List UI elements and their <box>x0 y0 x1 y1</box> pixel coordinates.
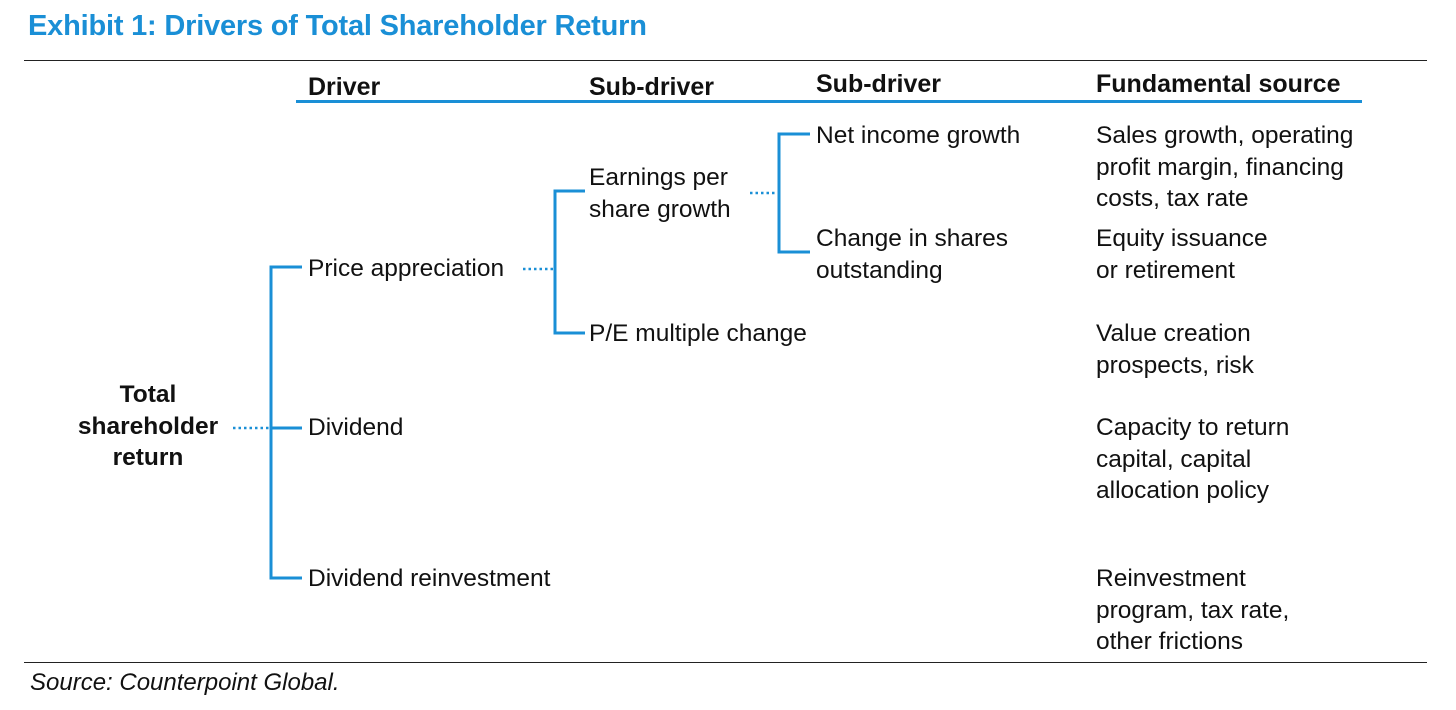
source-line: program, tax rate, <box>1096 596 1290 624</box>
source-note: Source: Counterpoint Global. <box>30 669 340 696</box>
source-line: Sales growth, operating <box>1096 122 1354 149</box>
node-line: return <box>112 444 184 471</box>
node-total-shareholder-return: Total shareholder return <box>63 379 233 474</box>
header-fundamental-source: Fundamental source <box>1096 70 1341 98</box>
node-line: Total <box>119 381 177 408</box>
node-dividend: Dividend <box>308 414 404 441</box>
node-line: Earnings per <box>589 164 728 191</box>
node-dividend-reinvestment: Dividend reinvestment <box>308 565 551 592</box>
top-rule <box>24 60 1427 61</box>
source-line: profit margin, financing <box>1096 153 1344 181</box>
node-net-income-growth: Net income growth <box>816 122 1021 149</box>
node-line: outstanding <box>816 256 943 284</box>
source-line: or retirement <box>1096 256 1235 284</box>
header-driver: Driver <box>308 73 381 101</box>
price-branch-bracket <box>553 189 585 335</box>
root-branch-bracket <box>269 265 302 580</box>
source-line: Value creation <box>1096 320 1251 347</box>
source-line: Equity issuance <box>1096 225 1268 252</box>
source-line: Capacity to return <box>1096 414 1290 441</box>
source-line: Reinvestment <box>1096 565 1246 592</box>
node-line: share growth <box>589 195 731 223</box>
source-pe-change: Value creation prospects, risk <box>1096 318 1254 381</box>
source-shares-change: Equity issuance or retirement <box>1096 223 1268 286</box>
source-dividend-reinvestment: Reinvestment program, tax rate, other fr… <box>1096 563 1289 658</box>
source-line: capital, capital <box>1096 445 1252 473</box>
source-line: prospects, risk <box>1096 351 1254 379</box>
source-line: other frictions <box>1096 628 1244 655</box>
node-price-appreciation: Price appreciation <box>308 255 505 282</box>
header-sub-driver-1: Sub-driver <box>589 73 715 101</box>
node-line: shareholder <box>77 412 219 440</box>
source-net-income-growth: Sales growth, operating profit margin, f… <box>1096 120 1353 215</box>
node-pe-multiple-change: P/E multiple change <box>589 320 807 347</box>
eps-branch-bracket <box>777 132 810 254</box>
header-underline <box>296 100 1362 103</box>
exhibit-title: Exhibit 1: Drivers of Total Shareholder … <box>28 10 647 42</box>
header-sub-driver-2: Sub-driver <box>816 70 942 98</box>
node-eps-growth: Earnings per share growth <box>589 162 731 225</box>
bottom-rule <box>24 662 1427 663</box>
source-line: allocation policy <box>1096 477 1269 504</box>
node-line: Change in shares <box>816 225 1009 252</box>
node-change-in-shares: Change in shares outstanding <box>816 223 1008 286</box>
source-line: costs, tax rate <box>1096 185 1249 212</box>
source-dividend: Capacity to return capital, capital allo… <box>1096 412 1289 507</box>
